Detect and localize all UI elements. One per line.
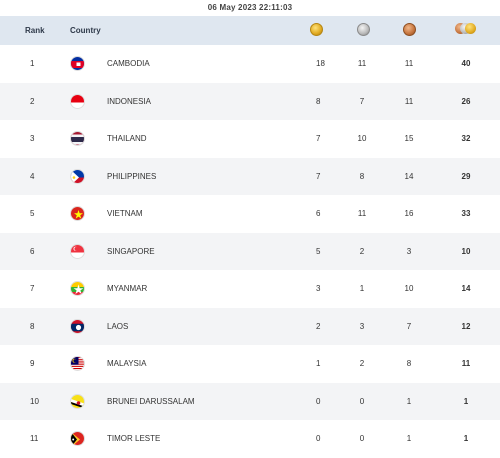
total-count: 11 (461, 359, 471, 368)
rank-cell: 1 (30, 59, 35, 68)
bronze-medal-icon[interactable] (403, 23, 416, 36)
silver-count: 0 (359, 434, 365, 443)
country-name[interactable]: THAILAND (107, 134, 147, 143)
total-count: 10 (461, 246, 471, 256)
silver-count: 1 (359, 284, 365, 293)
silver-count: 2 (359, 246, 365, 256)
rank-cell: 8 (30, 321, 35, 331)
bronze-count: 10 (404, 284, 414, 293)
silver-count: 7 (359, 96, 365, 106)
bronze-count: 3 (406, 246, 412, 256)
silver-count: 0 (359, 396, 365, 406)
rank-cell: 10 (30, 396, 39, 406)
country-name[interactable]: VIETNAM (107, 209, 143, 218)
bronze-count: 8 (406, 359, 412, 368)
cambodia-flag-icon (70, 56, 85, 71)
laos-flag-icon (70, 318, 85, 334)
medal-table: 1 CAMBODIA 18 11 11 40 2 INDONESIA 8 7 1… (0, 45, 500, 458)
silver-count: 3 (359, 321, 365, 331)
total-count: 12 (461, 321, 471, 331)
philippines-flag-icon (70, 168, 85, 184)
total-medals-icon[interactable] (455, 23, 477, 36)
table-row[interactable]: 9 MALAYSIA 1 2 8 11 (0, 345, 500, 383)
country-name[interactable]: BRUNEI DARUSSALAM (107, 396, 195, 406)
country-name[interactable]: MALAYSIA (107, 359, 147, 368)
table-row[interactable]: 6 SINGAPORE 5 2 3 10 (0, 232, 500, 270)
brunei-flag-icon (70, 393, 85, 409)
silver-count: 2 (359, 359, 365, 368)
rank-cell: 2 (30, 96, 35, 106)
total-count: 14 (461, 284, 471, 293)
country-column-header[interactable]: Country (70, 26, 101, 35)
bronze-count: 16 (404, 209, 414, 218)
table-row[interactable]: 5 VIETNAM 6 11 16 33 (0, 195, 500, 233)
country-name[interactable]: TIMOR LESTE (107, 434, 161, 443)
rank-cell: 4 (30, 171, 35, 181)
table-header: Rank Country (0, 16, 500, 45)
rank-cell: 5 (30, 209, 35, 218)
bronze-count: 14 (404, 171, 414, 181)
table-row[interactable]: 3 THAILAND 7 10 15 32 (0, 120, 500, 158)
bronze-count: 7 (406, 321, 412, 331)
total-count: 33 (461, 209, 471, 218)
indonesia-flag-icon (70, 93, 85, 109)
bronze-count: 15 (404, 134, 414, 143)
rank-column-header[interactable]: Rank (25, 26, 45, 35)
rank-cell: 6 (30, 246, 35, 256)
total-count: 40 (461, 59, 471, 68)
country-name[interactable]: INDONESIA (107, 96, 152, 106)
vietnam-flag-icon (70, 206, 85, 221)
total-count: 32 (461, 134, 471, 143)
rank-cell: 9 (30, 359, 35, 368)
table-row[interactable]: 7 MYANMAR 3 1 10 14 (0, 270, 500, 308)
silver-count: 11 (357, 59, 367, 68)
country-name[interactable]: LAOS (107, 321, 129, 331)
timor-leste-flag-icon (70, 431, 85, 446)
total-count: 26 (461, 96, 471, 106)
table-row[interactable]: 4 PHILIPPINES 7 8 14 29 (0, 157, 500, 195)
table-row[interactable]: 8 LAOS 2 3 7 12 (0, 307, 500, 345)
date-time-label: 06 May 2023 22:11:03 (207, 3, 293, 12)
rank-cell: 3 (30, 134, 35, 143)
country-name[interactable]: MYANMAR (107, 284, 148, 293)
malaysia-flag-icon (70, 356, 85, 371)
country-name[interactable]: CAMBODIA (107, 59, 150, 68)
silver-medal-icon[interactable] (357, 23, 370, 36)
table-row[interactable]: 10 BRUNEI DARUSSALAM 0 0 1 1 (0, 382, 500, 420)
rank-cell: 11 (30, 434, 39, 443)
table-row[interactable]: 2 INDONESIA 8 7 11 26 (0, 82, 500, 120)
silver-count: 11 (357, 209, 367, 218)
country-name[interactable]: PHILIPPINES (107, 171, 157, 181)
thailand-flag-icon (70, 131, 85, 146)
rank-cell: 7 (30, 284, 35, 293)
bronze-count: 11 (404, 96, 414, 106)
bronze-count: 11 (404, 59, 414, 68)
gold-medal-icon[interactable] (310, 23, 323, 36)
table-row[interactable]: 11 TIMOR LESTE 0 0 1 1 (0, 420, 500, 458)
total-count: 29 (461, 171, 471, 181)
bronze-count: 1 (406, 434, 412, 443)
silver-count: 8 (359, 171, 365, 181)
singapore-flag-icon (70, 243, 85, 259)
bronze-count: 1 (406, 396, 412, 406)
country-name[interactable]: SINGAPORE (107, 246, 155, 256)
table-row[interactable]: 1 CAMBODIA 18 11 11 40 (0, 45, 500, 83)
total-count: 1 (463, 396, 469, 406)
silver-count: 10 (357, 134, 367, 143)
total-count: 1 (463, 434, 469, 443)
myanmar-flag-icon (70, 281, 85, 296)
